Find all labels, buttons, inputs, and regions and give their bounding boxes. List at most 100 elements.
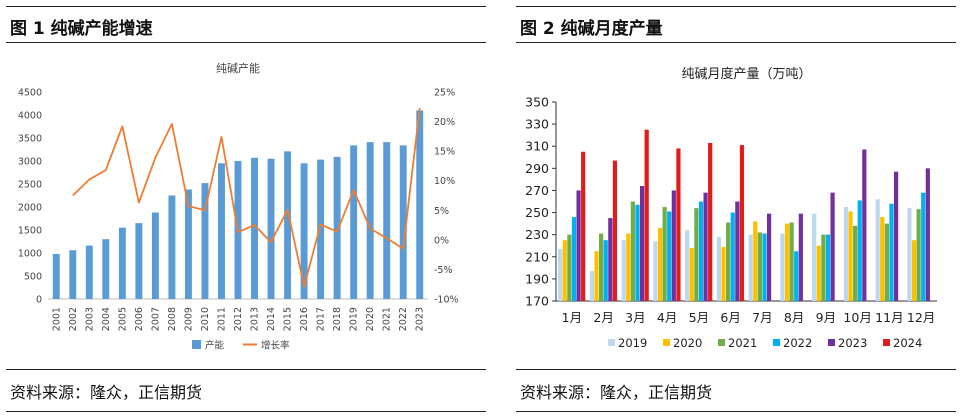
- bottom-rule: [6, 411, 486, 412]
- x-tick-label: 2002: [68, 307, 79, 331]
- x-tick-label: 2017: [316, 307, 327, 331]
- x-tick-label: 2015: [283, 307, 294, 331]
- x-tick-label: 2004: [101, 307, 112, 331]
- figure-1-panel: 图 1 纯碱产能增速 纯碱产能 0 500 1000 1500 2000 2500 3000 3…: [6, 6, 486, 412]
- monthly-bar: [626, 233, 631, 301]
- left-y-tick-label: 3000: [18, 157, 42, 168]
- monthly-bar: [789, 222, 794, 301]
- monthly-bar: [916, 209, 921, 301]
- capacity-growth-chart: 纯碱产能 0 500 1000 1500 2000 2500 3000 3500 4000 4500…: [18, 61, 459, 352]
- capacity-bar: [201, 183, 209, 299]
- legend-label: 2024: [893, 336, 922, 350]
- right-y-tick-label: 10%: [434, 176, 455, 187]
- x-tick-label: 2006: [134, 307, 145, 331]
- source-rule: [516, 369, 956, 370]
- monthly-bar: [558, 249, 563, 301]
- y-tick-label: 290: [525, 161, 549, 176]
- y-tick-label: 230: [525, 227, 549, 242]
- monthly-bar: [798, 213, 803, 301]
- x-tick-label: 2013: [250, 307, 261, 331]
- right-y-tick-label: -5%: [434, 265, 453, 276]
- capacity-bar: [168, 195, 176, 299]
- monthly-bar: [612, 160, 618, 301]
- monthly-bar: [893, 171, 899, 301]
- monthly-bar: [698, 201, 704, 301]
- capacity-bar: [102, 239, 110, 299]
- legend-swatch: [718, 339, 725, 346]
- monthly-bar: [608, 218, 613, 301]
- right-y-tick-label: 5%: [434, 206, 449, 217]
- right-y-tick-label: 25%: [434, 88, 455, 99]
- monthly-bar: [843, 207, 849, 301]
- monthly-bar: [726, 222, 731, 301]
- legend-swatch: [608, 339, 615, 346]
- legend-label: 2021: [728, 336, 757, 350]
- monthly-bar: [880, 216, 885, 301]
- x-tick-label: 2010: [200, 307, 211, 331]
- monthly-bar: [911, 240, 917, 301]
- monthly-bar: [621, 240, 626, 301]
- monthly-bar: [703, 192, 708, 301]
- monthly-bar: [848, 211, 853, 301]
- left-y-tick-label: 0: [36, 295, 42, 306]
- monthly-bar: [635, 204, 640, 301]
- monthly-bar: [884, 223, 889, 301]
- capacity-bar: [317, 159, 325, 299]
- capacity-bar: [399, 145, 407, 299]
- monthly-bar: [766, 213, 772, 301]
- monthly-bar: [676, 148, 681, 301]
- y-tick-label: 250: [525, 205, 549, 220]
- left-y-tick-label: 2000: [18, 203, 42, 214]
- x-tick-label: 2014: [266, 307, 277, 331]
- chart-title: 纯碱月度产量（万吨）: [681, 66, 811, 82]
- monthly-bar: [685, 230, 690, 301]
- top-rule: [6, 6, 486, 7]
- monthly-bar: [821, 234, 826, 301]
- monthly-bar: [594, 251, 599, 301]
- left-y-tick-label: 1500: [18, 226, 42, 237]
- x-tick-label: 2019: [349, 307, 360, 331]
- monthly-output-chart: 纯碱月度产量（万吨） 170 190 210 230 250 270 290 310 330 350…: [525, 66, 937, 350]
- capacity-bar: [218, 163, 225, 299]
- monthly-bar: [671, 190, 676, 301]
- monthly-bar: [762, 233, 767, 301]
- title-rule: [516, 42, 956, 43]
- x-tick-label: 2012: [233, 307, 244, 331]
- title-rule: [6, 42, 486, 43]
- month-label: 7月: [752, 310, 772, 325]
- legend-swatch: [663, 339, 670, 346]
- right-y-tick-label: 20%: [434, 117, 455, 128]
- monthly-bar: [603, 240, 608, 301]
- monthly-bar: [907, 208, 912, 301]
- capacity-bar: [333, 156, 341, 299]
- month-label: 5月: [689, 310, 709, 325]
- monthly-bar: [862, 149, 867, 301]
- y-tick-label: 190: [525, 271, 549, 286]
- x-tick-label: 2007: [150, 307, 161, 331]
- capacity-bar: [300, 163, 308, 299]
- monthly-bar: [581, 151, 586, 301]
- capacity-bar: [251, 157, 258, 299]
- monthly-bar: [748, 234, 753, 301]
- monthly-bar: [644, 129, 649, 301]
- month-label: 3月: [625, 310, 645, 325]
- monthly-bar: [571, 216, 577, 301]
- monthly-bar: [657, 228, 663, 301]
- left-y-tick-label: 4500: [18, 88, 42, 99]
- monthly-bar: [639, 186, 645, 301]
- y-tick-label: 350: [525, 95, 549, 110]
- month-label: 1月: [562, 310, 582, 325]
- y-tick-label: 310: [525, 139, 549, 154]
- monthly-bar: [630, 201, 635, 301]
- figure-1-title: 图 1 纯碱产能增速: [10, 19, 153, 39]
- figure-1-source: 资料来源：隆众，正信期货: [10, 383, 203, 402]
- month-label: 8月: [784, 310, 804, 325]
- monthly-bar: [730, 212, 735, 301]
- monthly-bar: [780, 233, 785, 301]
- x-tick-label: 2021: [382, 307, 393, 331]
- legend-label-capacity: 产能: [205, 340, 225, 352]
- month-label: 2月: [593, 310, 613, 325]
- monthly-bar: [562, 240, 567, 301]
- monthly-bar: [784, 223, 790, 301]
- monthly-bar: [716, 236, 722, 301]
